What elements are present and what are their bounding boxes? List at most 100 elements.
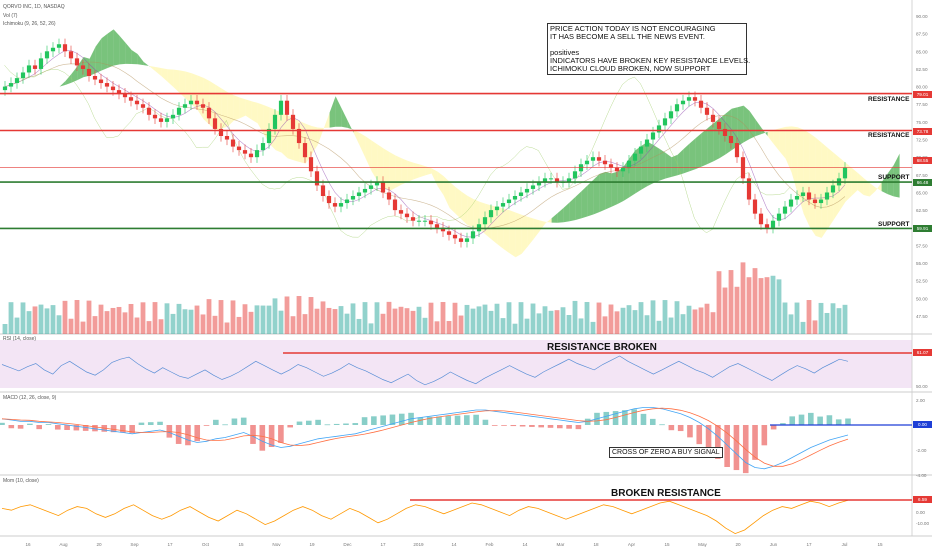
volume-bar xyxy=(668,317,674,334)
volume-bar xyxy=(290,316,296,334)
price-candles xyxy=(2,38,848,248)
volume-bar xyxy=(110,307,116,334)
cloud-segment xyxy=(671,154,678,177)
volume-bar xyxy=(800,321,806,334)
candle-body xyxy=(782,206,788,214)
candle-body xyxy=(656,125,662,133)
macd-histogram-bar xyxy=(27,423,33,425)
volume-bar xyxy=(776,279,782,334)
candle-body xyxy=(176,107,182,115)
volume-bar xyxy=(248,311,254,334)
macd-histogram-bar xyxy=(808,412,814,425)
candle-body xyxy=(512,196,518,200)
macd-histogram-bar xyxy=(278,425,284,443)
candle-body xyxy=(86,68,92,76)
cloud-segment xyxy=(665,152,672,179)
price-tick-label: 57.50 xyxy=(916,243,928,248)
volume-bars xyxy=(2,262,848,334)
candle-body xyxy=(458,238,464,242)
volume-bar xyxy=(368,323,374,334)
candle-body xyxy=(518,192,524,196)
volume-indicator-label: Vol (7) xyxy=(3,13,18,19)
macd-histogram-bar xyxy=(724,425,730,467)
volume-bar xyxy=(488,310,494,334)
cloud-segment xyxy=(689,138,696,172)
cloud-segment xyxy=(653,145,660,183)
price-tick-label: 47.50 xyxy=(916,314,928,319)
cloud-segment xyxy=(527,216,534,247)
macd-line xyxy=(1,407,849,470)
volume-bar xyxy=(806,300,812,334)
volume-bar xyxy=(158,319,164,334)
macd-histogram-bar xyxy=(557,425,563,429)
macd-histogram-bar xyxy=(110,425,117,433)
candle-body xyxy=(494,206,500,211)
volume-bar xyxy=(146,321,152,334)
macd-histogram-bar xyxy=(491,425,498,426)
candle-body xyxy=(416,220,422,222)
candle-body xyxy=(326,196,332,204)
volume-bar xyxy=(572,300,578,334)
candle-body xyxy=(602,160,608,165)
x-tick-label: 20 xyxy=(735,542,741,547)
candle-body xyxy=(620,167,626,172)
kijun-line xyxy=(4,61,846,229)
volume-bar xyxy=(494,303,500,334)
x-tick-label: Apr xyxy=(628,542,636,547)
price-tick-label: 67.50 xyxy=(916,173,928,178)
macd-histogram-bar xyxy=(715,425,721,459)
candle-body xyxy=(308,157,314,172)
price-tick-label: 82.50 xyxy=(916,67,928,72)
cloud-segment xyxy=(317,127,324,146)
cloud-segment xyxy=(827,147,834,230)
macd-histogram-bar xyxy=(584,418,591,425)
cloud-segment xyxy=(257,102,264,134)
candle-body xyxy=(578,164,584,172)
analysis-note: PRICE ACTION TODAY IS NOT ENCOURAGING IT… xyxy=(547,23,750,75)
macd-histogram-bar xyxy=(36,425,42,430)
volume-bar xyxy=(86,300,92,334)
cloud-segment xyxy=(581,185,588,219)
volume-bar xyxy=(512,323,518,334)
volume-bar xyxy=(650,300,656,334)
x-tick-label: Dec xyxy=(343,542,352,547)
candle-body xyxy=(254,150,260,158)
macd-indicator-label: MACD (12, 26, close, 9) xyxy=(3,395,57,401)
rsi-indicator-label: RSI (14, close) xyxy=(3,336,37,342)
indicator-tick-label: 50.00 xyxy=(916,384,928,389)
macd-histogram-bar xyxy=(473,414,479,425)
candle-body xyxy=(194,100,200,105)
candle-body xyxy=(38,58,44,69)
x-tick-label: 17 xyxy=(806,542,812,547)
cloud-segment xyxy=(167,69,174,88)
cloud-segment xyxy=(347,120,354,133)
cloud-segment xyxy=(737,105,744,147)
volume-bar xyxy=(194,305,200,334)
x-tick-label: Jul xyxy=(842,542,848,547)
candle-body xyxy=(470,231,476,239)
candle-body xyxy=(428,220,434,225)
macd-histogram-bar xyxy=(305,420,312,425)
macd-histogram-bar xyxy=(352,423,359,425)
candle-body xyxy=(584,160,590,165)
macd-histogram-bar xyxy=(92,425,98,432)
volume-bar xyxy=(614,311,620,334)
price-tick-label: 80.00 xyxy=(916,85,928,90)
candle-body xyxy=(128,97,134,101)
candle-body xyxy=(806,192,812,200)
candle-body xyxy=(188,100,194,105)
cloud-segment xyxy=(515,212,522,258)
volume-bar xyxy=(596,302,602,334)
cloud-segment xyxy=(569,196,576,222)
candle-body xyxy=(644,139,650,147)
macd-histogram-bar xyxy=(333,423,340,425)
cloud-segment xyxy=(371,140,378,182)
cloud-segment xyxy=(221,88,228,129)
candle-body xyxy=(542,178,548,182)
cloud-segment xyxy=(185,71,192,105)
volume-bar xyxy=(788,314,794,334)
volume-bar xyxy=(548,310,554,334)
volume-bar xyxy=(428,302,434,334)
